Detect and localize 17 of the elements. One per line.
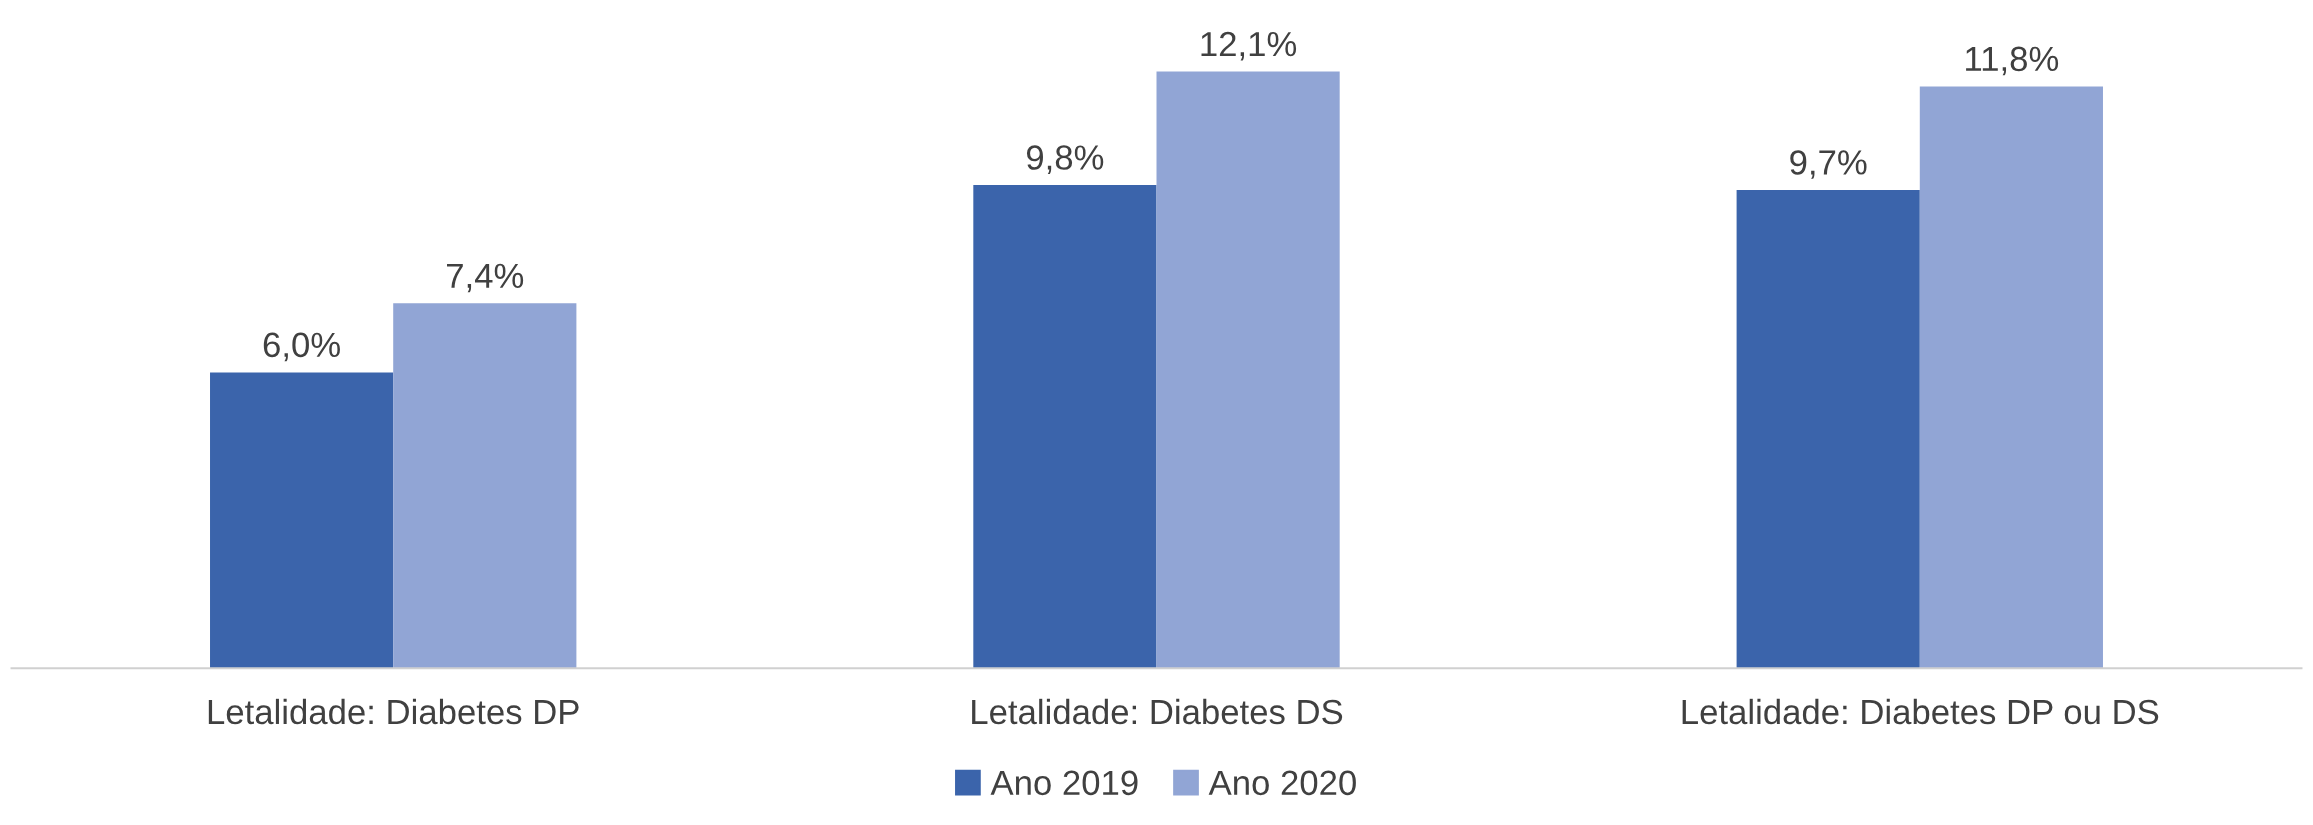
data-label: 9,8% xyxy=(1026,145,1104,174)
data-label: 12,1% xyxy=(1201,31,1297,61)
x-tick-label: Letalidade: Diabetes DP xyxy=(208,698,579,725)
x-tick-label: Letalidade: Diabetes DP ou DS xyxy=(1682,698,2159,725)
data-label: 7,4% xyxy=(447,263,524,293)
x-tick-label: Letalidade: Diabetes DS xyxy=(972,698,1343,725)
bar xyxy=(210,372,394,669)
data-label: 9,7% xyxy=(1790,150,1867,179)
bar xyxy=(393,303,577,669)
bar xyxy=(1156,71,1340,669)
bar xyxy=(1736,189,1920,669)
data-label: 6,0% xyxy=(263,332,340,362)
data-label: 11,8% xyxy=(1966,46,2059,76)
bar xyxy=(973,185,1157,669)
legend-label: Ano 2020 xyxy=(1208,770,1356,796)
bar xyxy=(1919,86,2103,669)
legend-label: Ano 2019 xyxy=(990,770,1138,796)
